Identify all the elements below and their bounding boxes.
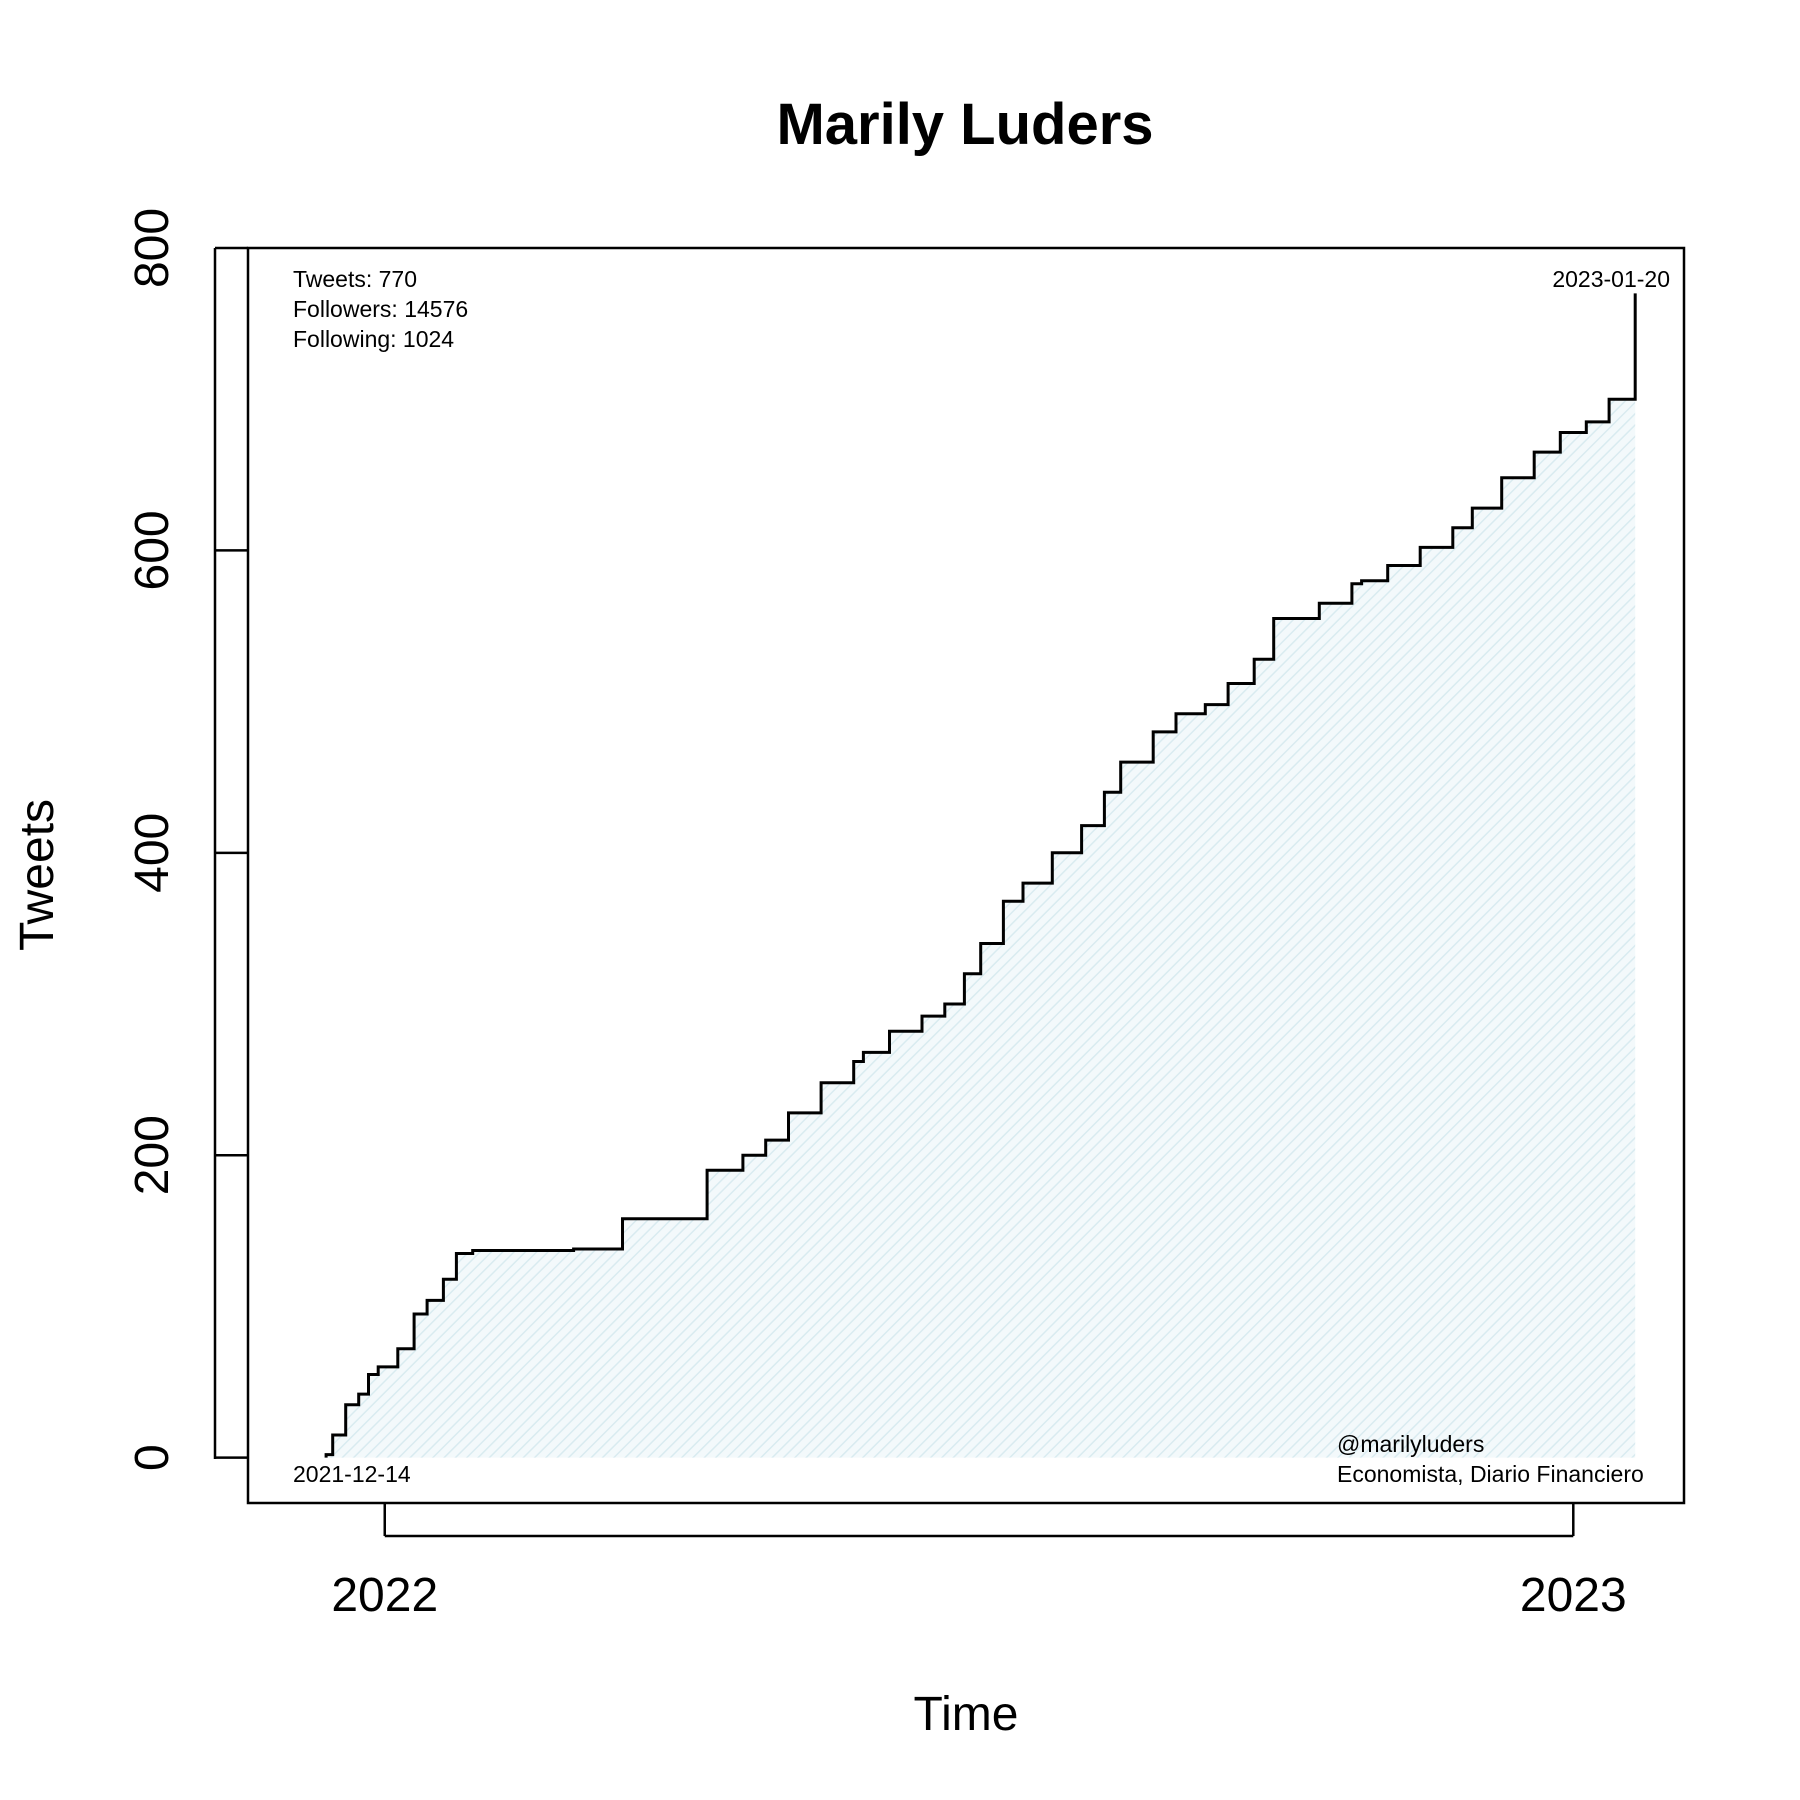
stats-followers: Followers: 14576 xyxy=(293,296,468,322)
x-axis: 2022 2023 xyxy=(331,1503,1627,1622)
start-date-label: 2021-12-14 xyxy=(293,1461,411,1487)
x-axis-label: Time xyxy=(914,1688,1019,1741)
x-tick-label: 2023 xyxy=(1520,1569,1627,1622)
end-date-label: 2023-01-20 xyxy=(1552,266,1670,292)
stats-following: Following: 1024 xyxy=(293,326,454,352)
y-tick-label: 400 xyxy=(126,813,179,893)
y-tick-label: 0 xyxy=(126,1444,179,1471)
plot-frame xyxy=(246,246,1686,1505)
stats-tweets: Tweets: 770 xyxy=(293,266,417,292)
x-tick-label: 2022 xyxy=(331,1569,438,1622)
account-handle: @marilyluders xyxy=(1337,1431,1484,1457)
account-description: Economista, Diario Financiero xyxy=(1337,1461,1644,1487)
y-tick-label: 200 xyxy=(126,1115,179,1195)
plot-area xyxy=(246,246,1686,1505)
y-axis: 0 200 400 600 800 xyxy=(126,208,248,1471)
cumulative-area-fill xyxy=(326,293,1636,1458)
cumulative-tweets-line xyxy=(324,293,1637,1458)
y-tick-label: 800 xyxy=(126,208,179,288)
y-axis-label: Tweets xyxy=(11,799,64,951)
y-tick-label: 600 xyxy=(126,510,179,590)
chart-title: Marily Luders xyxy=(776,92,1153,157)
